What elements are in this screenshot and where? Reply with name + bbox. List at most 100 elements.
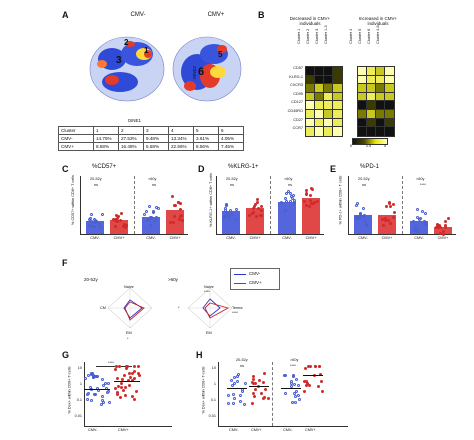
- data-point: [317, 365, 321, 369]
- data-point: [284, 209, 288, 213]
- x-axis: [84, 426, 172, 427]
- data-point: [151, 209, 155, 213]
- data-point: [116, 393, 120, 397]
- panel-c-label: C: [62, 164, 69, 174]
- data-point: [319, 380, 323, 384]
- data-point: [114, 364, 118, 368]
- data-point: [84, 377, 88, 381]
- data-point: [436, 223, 440, 227]
- panel-c-title: %CD57+: [92, 164, 117, 170]
- data-point: [132, 364, 136, 368]
- table-cell: Cluster: [58, 126, 94, 135]
- data-point: [387, 200, 391, 204]
- data-point: [305, 204, 309, 208]
- data-point: [107, 400, 111, 404]
- heatmap-marker-label: KLRG-1: [289, 74, 303, 79]
- data-point: [257, 379, 261, 383]
- bar: [302, 198, 320, 234]
- radar-sig-temra-old: ****: [232, 311, 238, 315]
- heatmap-marker-label: CD127: [291, 100, 303, 105]
- data-point: [224, 210, 228, 214]
- data-point: [392, 215, 396, 219]
- median-line: [303, 374, 323, 376]
- x-axis: [348, 234, 456, 235]
- data-point: [289, 192, 293, 196]
- data-point: [224, 206, 228, 210]
- data-point: [384, 204, 388, 208]
- data-point: [254, 388, 258, 392]
- data-point: [252, 205, 256, 209]
- x-tick-label: CMV-: [283, 428, 293, 432]
- data-point: [106, 389, 110, 393]
- data-point: [123, 385, 127, 389]
- data-point: [89, 386, 93, 390]
- significance-label: ns: [362, 183, 367, 187]
- data-point: [133, 369, 137, 373]
- heatmap-marker-label: CXCR3: [290, 83, 303, 88]
- x-axis: [218, 426, 348, 427]
- x-tick-label: CMV-: [358, 236, 368, 240]
- data-point: [137, 373, 141, 377]
- cluster-label-3: 3: [116, 55, 122, 66]
- radar-axis-em-old: EM: [206, 331, 212, 335]
- data-point: [178, 217, 182, 221]
- panel-d-title: %KLRG-1+: [228, 164, 259, 170]
- data-point: [304, 367, 308, 371]
- data-point: [308, 199, 312, 203]
- table-cell: 16.48%: [118, 142, 144, 151]
- data-point: [291, 374, 295, 378]
- data-point: [441, 232, 445, 236]
- y-axis: [80, 176, 81, 234]
- cluster-label-5: 5: [218, 50, 223, 59]
- data-point: [261, 381, 265, 385]
- data-point: [256, 197, 260, 201]
- heatmap-cluster-label: Cluster 4-6: [376, 25, 380, 44]
- group-label: >60y: [284, 177, 293, 181]
- data-point: [144, 209, 148, 213]
- data-point: [234, 208, 238, 212]
- data-point: [363, 219, 367, 223]
- data-point: [293, 394, 297, 398]
- median-line: [249, 386, 269, 388]
- x-tick-label: CMV+: [251, 428, 262, 432]
- data-point: [148, 218, 151, 222]
- data-point: [235, 379, 239, 383]
- data-point: [94, 374, 98, 378]
- y-axis-label: % Dex+ within CD8+ T-cells: [201, 366, 206, 414]
- panel-h-label: H: [196, 350, 203, 360]
- x-axis: [80, 234, 188, 235]
- data-point: [130, 395, 134, 399]
- data-point: [294, 390, 298, 393]
- data-point: [252, 375, 255, 379]
- data-point: [250, 381, 254, 385]
- panel-g-label: G: [62, 350, 70, 360]
- panel-e-label: E: [330, 164, 337, 174]
- panel-b-label: B: [258, 10, 265, 20]
- data-point: [320, 390, 324, 394]
- table-cell: 2: [118, 126, 144, 135]
- y-axis-label: % PD-1+ within CD8+ T cells: [338, 175, 343, 225]
- data-point: [129, 375, 133, 379]
- data-point: [412, 229, 416, 233]
- legend-line-cmv-neg: [234, 274, 246, 276]
- data-point: [99, 225, 103, 229]
- cluster-label-1: 1: [144, 46, 149, 55]
- data-point: [90, 398, 94, 402]
- heatmap-marker-label: CD57: [293, 66, 303, 70]
- data-point: [355, 215, 359, 219]
- data-point: [101, 378, 105, 382]
- y-axis-label: % CD57+ within CD8+ T cells: [70, 175, 75, 225]
- group-divider: [270, 176, 272, 234]
- data-point: [227, 213, 231, 217]
- data-point: [243, 381, 247, 385]
- y-axis-label: % KLRG-1+ within CD8+ T cells: [208, 173, 213, 227]
- data-point: [114, 386, 118, 390]
- y-tick-label: 0.01: [74, 414, 82, 418]
- data-point: [444, 223, 448, 227]
- table-row: Cluster 1 2 3 4 5 6: [58, 126, 244, 135]
- data-point: [123, 222, 127, 226]
- data-point: [93, 225, 97, 229]
- data-point: [283, 373, 287, 377]
- data-point: [358, 211, 362, 215]
- table-cell: CMV-: [58, 134, 94, 143]
